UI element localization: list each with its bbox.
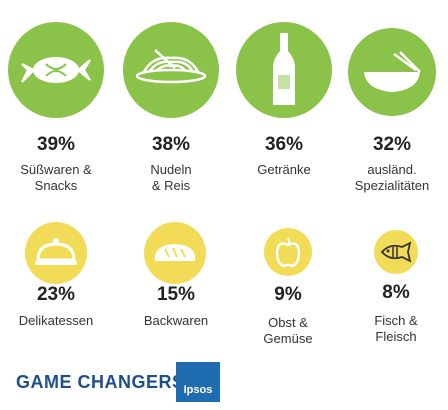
label-fisch-2: Fleisch bbox=[375, 329, 417, 344]
value-obst: 9% bbox=[274, 284, 302, 305]
item-backwaren: 15% Backwaren bbox=[124, 220, 228, 340]
noodles-icon bbox=[135, 49, 207, 84]
noodles-circle bbox=[123, 22, 219, 118]
item-suesswaren: 39% Süßwaren & Snacks bbox=[4, 22, 108, 202]
ipsos-logo: Ipsos bbox=[176, 362, 220, 402]
value-nudeln: 38% bbox=[151, 134, 191, 155]
value-auslaend: 32% bbox=[372, 134, 412, 155]
bowl-icon bbox=[364, 51, 421, 92]
label-suesswaren-1: Süßwaren & bbox=[20, 162, 92, 177]
label-suesswaren-2: Snacks bbox=[34, 178, 78, 193]
label-fisch-1: Fisch & bbox=[374, 313, 418, 328]
bread-circle bbox=[144, 222, 206, 284]
brand-text: GAME CHANGERS bbox=[16, 372, 185, 392]
item-obst: 9% Obst & Gemüse bbox=[236, 226, 340, 346]
item-auslaend: 32% ausländ. Spezialitäten bbox=[340, 22, 444, 202]
item-delikatessen: 23% Delikatessen bbox=[4, 220, 108, 340]
label-getraenke-1: Getränke bbox=[257, 162, 311, 177]
label-auslaend-2: Spezialitäten bbox=[354, 178, 430, 193]
label-nudeln-2: & Reis bbox=[151, 178, 191, 193]
cloche-circle bbox=[25, 222, 87, 284]
item-getraenke: 36% Getränke bbox=[232, 22, 336, 202]
bottle-icon bbox=[273, 33, 295, 105]
label-obst-1: Obst & bbox=[268, 315, 308, 330]
label-nudeln-1: Nudeln bbox=[150, 162, 192, 177]
cloche-icon bbox=[35, 238, 77, 265]
value-suesswaren: 39% bbox=[36, 134, 76, 155]
value-getraenke: 36% bbox=[264, 134, 304, 155]
bread-icon bbox=[154, 244, 196, 261]
apple-circle bbox=[264, 228, 312, 276]
label-backwaren-1: Backwaren bbox=[143, 313, 209, 328]
item-fisch: 8% Fisch & Fleisch bbox=[344, 226, 448, 346]
value-backwaren: 15% bbox=[156, 284, 196, 305]
candy-icon bbox=[21, 57, 91, 83]
fish-icon bbox=[380, 241, 412, 263]
apple-icon bbox=[275, 237, 301, 268]
label-obst-2: Gemüse bbox=[263, 331, 313, 346]
fish-circle bbox=[374, 230, 418, 274]
bowl-circle bbox=[348, 28, 436, 116]
value-delikatessen: 23% bbox=[36, 284, 76, 305]
value-fisch: 8% bbox=[382, 282, 410, 303]
logo-text: Ipsos bbox=[183, 384, 213, 396]
candy-circle bbox=[8, 22, 104, 118]
label-auslaend-1: ausländ. bbox=[367, 162, 417, 177]
bottle-circle bbox=[236, 22, 332, 118]
label-delikatessen-1: Delikatessen bbox=[18, 313, 94, 328]
item-nudeln: 38% Nudeln & Reis bbox=[116, 22, 226, 202]
